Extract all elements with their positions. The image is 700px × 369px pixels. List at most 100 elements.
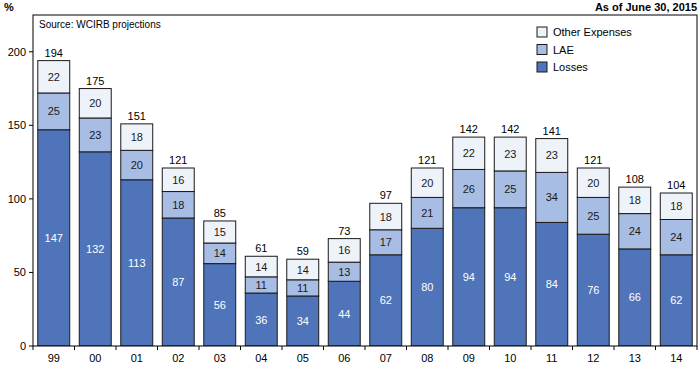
data-label: 62: [380, 294, 392, 306]
x-tick-label: 03: [214, 352, 226, 364]
bar-segment: [660, 193, 692, 219]
data-label: 23: [89, 129, 101, 141]
bar-segment: [38, 93, 70, 130]
data-label: 11: [256, 279, 267, 291]
x-tick-separator: [116, 346, 117, 350]
bar-segment: [411, 228, 443, 346]
bar-segment: [162, 168, 194, 192]
data-label: 113: [128, 257, 146, 269]
bar-segment: [494, 137, 526, 171]
x-tick-label: 09: [463, 352, 475, 364]
data-label: 20: [131, 159, 143, 171]
x-tick-separator: [157, 346, 158, 350]
x-tick-label: 11: [546, 352, 557, 364]
bar-segment: [370, 230, 402, 255]
x-tick-separator: [406, 346, 407, 350]
bar-segment: [79, 89, 111, 118]
bars: [38, 61, 692, 346]
legend-label: Losses: [553, 61, 588, 73]
bar-segment: [328, 239, 360, 263]
x-tick-label: 07: [380, 352, 392, 364]
bar-segment: [577, 197, 609, 234]
bar-segment: [287, 296, 319, 346]
data-label: 14: [255, 261, 267, 273]
data-label: 18: [629, 194, 641, 206]
bar-segment: [79, 152, 111, 346]
annotation: Source: WCIRB projections: [39, 19, 161, 30]
bar-segment: [494, 208, 526, 346]
data-label: 62: [670, 294, 682, 306]
data-label: 11: [297, 282, 308, 294]
x-tick-label: 06: [338, 352, 350, 364]
total-label: 104: [667, 179, 685, 191]
x-tick-separator: [365, 346, 366, 350]
data-label: 17: [380, 236, 392, 248]
bar-segment: [536, 139, 568, 173]
data-label: 15: [214, 226, 226, 238]
bar-segment: [204, 221, 236, 243]
bar-segment: [536, 222, 568, 346]
x-tick-separator: [614, 346, 615, 350]
x-tick-separator: [199, 346, 200, 350]
total-label: 142: [460, 123, 478, 135]
data-label: 20: [421, 177, 433, 189]
bar-segment: [38, 130, 70, 346]
bar-segment: [328, 281, 360, 346]
x-tick-label: 10: [504, 352, 516, 364]
x-tick-label: 13: [629, 352, 641, 364]
data-label: 147: [45, 232, 63, 244]
data-label: 94: [504, 271, 516, 283]
data-label: 56: [214, 299, 226, 311]
x-tick-label: 12: [587, 352, 599, 364]
bar-segment: [121, 124, 153, 150]
data-label: 44: [338, 308, 350, 320]
legend: Other ExpensesLAELosses: [537, 26, 632, 73]
data-label: 24: [629, 225, 641, 237]
y-tick-label: 50: [14, 266, 26, 278]
x-tick-separator: [531, 346, 532, 350]
bar-segment: [577, 234, 609, 346]
data-label: 14: [214, 247, 226, 259]
data-labels: 1472522194132232017511320181518718161215…: [45, 47, 686, 327]
bar-segment: [121, 180, 153, 346]
total-label: 194: [45, 47, 63, 59]
bar-segment: [162, 192, 194, 218]
subtitle: As of June 30, 2015: [595, 1, 697, 13]
data-label: 24: [670, 231, 682, 243]
bar-segment: [577, 168, 609, 197]
x-tick-separator: [323, 346, 324, 350]
data-label: 22: [48, 71, 60, 83]
x-tick-separator: [282, 346, 283, 350]
bar-segment: [411, 197, 443, 228]
y-tick: [29, 125, 33, 126]
y-axis-label: %: [4, 1, 14, 13]
data-label: 13: [338, 266, 350, 278]
data-label: 66: [629, 291, 641, 303]
plot-frame: [33, 15, 697, 346]
bar-segment: [370, 203, 402, 229]
data-label: 18: [172, 199, 184, 211]
data-label: 87: [172, 276, 184, 288]
total-label: 73: [338, 225, 350, 237]
total-label: 85: [214, 207, 226, 219]
data-label: 16: [172, 174, 184, 186]
data-label: 18: [670, 200, 682, 212]
bar-segment: [619, 214, 651, 249]
bar-segment: [619, 249, 651, 346]
x-tick-label: 99: [48, 352, 60, 364]
y-tick: [29, 51, 33, 52]
x-tick-label: 14: [670, 352, 682, 364]
x-tick-separator: [489, 346, 490, 350]
x-tick-label: 00: [89, 352, 101, 364]
data-label: 132: [86, 243, 104, 255]
bar-segment: [204, 243, 236, 264]
legend-label: Other Expenses: [553, 26, 632, 38]
legend-swatch: [537, 27, 547, 37]
data-label: 25: [587, 210, 599, 222]
y-tick: [29, 272, 33, 273]
x-tick-separator: [240, 346, 241, 350]
bar-segment: [162, 218, 194, 346]
y-tick-label: 0: [20, 340, 26, 352]
bar-segment: [660, 219, 692, 254]
y-tick-label: 200: [8, 46, 26, 58]
